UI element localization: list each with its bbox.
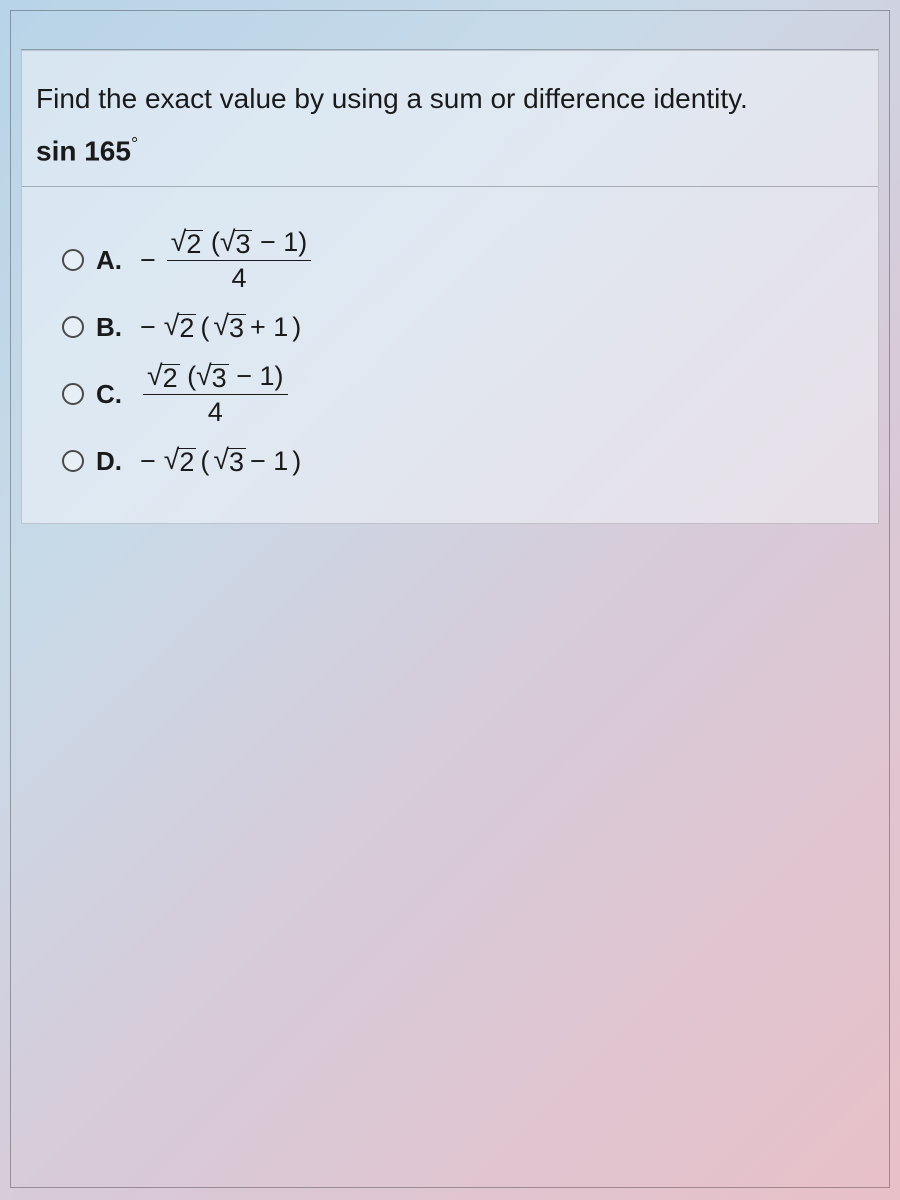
close-paren-d: ): [292, 446, 301, 477]
question-panel: Find the exact value by using a sum or d…: [21, 50, 879, 524]
question-block: Find the exact value by using a sum or d…: [22, 51, 878, 187]
sqrt2-a: √2: [171, 228, 204, 258]
open-paren-b: (: [200, 312, 209, 343]
radio-d[interactable]: [62, 450, 84, 472]
sign-d: −: [140, 446, 156, 477]
screen-frame: Find the exact value by using a sum or d…: [10, 10, 890, 1188]
option-math-a: − √2 (√3 − 1) 4: [140, 227, 314, 294]
degree-symbol: °: [131, 134, 138, 154]
denominator-a: 4: [232, 261, 247, 294]
option-letter-b: B.: [96, 312, 128, 343]
options-list: A. − √2 (√3 − 1) 4 B. −: [22, 187, 878, 523]
open-paren-c: (: [187, 361, 196, 391]
paren-tail-c: − 1: [229, 361, 275, 391]
option-math-d: − √2 (√3 − 1): [140, 446, 301, 477]
option-math-c: √2 (√3 − 1) 4: [140, 361, 291, 428]
option-row-d[interactable]: D. − √2 (√3 − 1): [62, 446, 858, 477]
question-text: Find the exact value by using a sum or d…: [36, 79, 864, 118]
sign-a: −: [140, 245, 156, 276]
paren-tail-a: − 1: [252, 227, 298, 257]
sqrt2-b: √2: [164, 312, 197, 342]
option-letter-c: C.: [96, 379, 128, 410]
open-paren-d: (: [200, 446, 209, 477]
option-letter-a: A.: [96, 245, 128, 276]
option-letter-d: D.: [96, 446, 128, 477]
radio-a[interactable]: [62, 249, 84, 271]
option-math-b: − √2 (√3 + 1): [140, 312, 301, 343]
sqrt3-b: √3: [213, 312, 246, 342]
question-expression: sin 165°: [36, 134, 864, 167]
fraction-c: √2 (√3 − 1) 4: [143, 361, 288, 428]
sign-b: −: [140, 312, 156, 343]
sqrt3-c: √3: [196, 362, 229, 392]
option-row-c[interactable]: C. √2 (√3 − 1) 4: [62, 361, 858, 428]
radio-c[interactable]: [62, 383, 84, 405]
close-paren-b: ): [292, 312, 301, 343]
paren-tail-d: − 1: [250, 446, 288, 477]
numerator-a: √2 (√3 − 1): [167, 227, 312, 261]
radio-b[interactable]: [62, 316, 84, 338]
fraction-a: √2 (√3 − 1) 4: [167, 227, 312, 294]
option-row-b[interactable]: B. − √2 (√3 + 1): [62, 312, 858, 343]
open-paren-a: (: [211, 227, 220, 257]
sqrt3-a: √3: [220, 228, 253, 258]
angle-value: 165: [84, 136, 131, 167]
option-row-a[interactable]: A. − √2 (√3 − 1) 4: [62, 227, 858, 294]
close-paren-c: ): [275, 361, 284, 391]
sqrt3-d: √3: [213, 446, 246, 476]
sqrt2-d: √2: [164, 446, 197, 476]
denominator-c: 4: [208, 395, 223, 428]
sin-prefix: sin: [36, 136, 84, 167]
paren-tail-b: + 1: [250, 312, 288, 343]
close-paren-a: ): [298, 227, 307, 257]
sqrt2-c: √2: [147, 362, 180, 392]
numerator-c: √2 (√3 − 1): [143, 361, 288, 395]
